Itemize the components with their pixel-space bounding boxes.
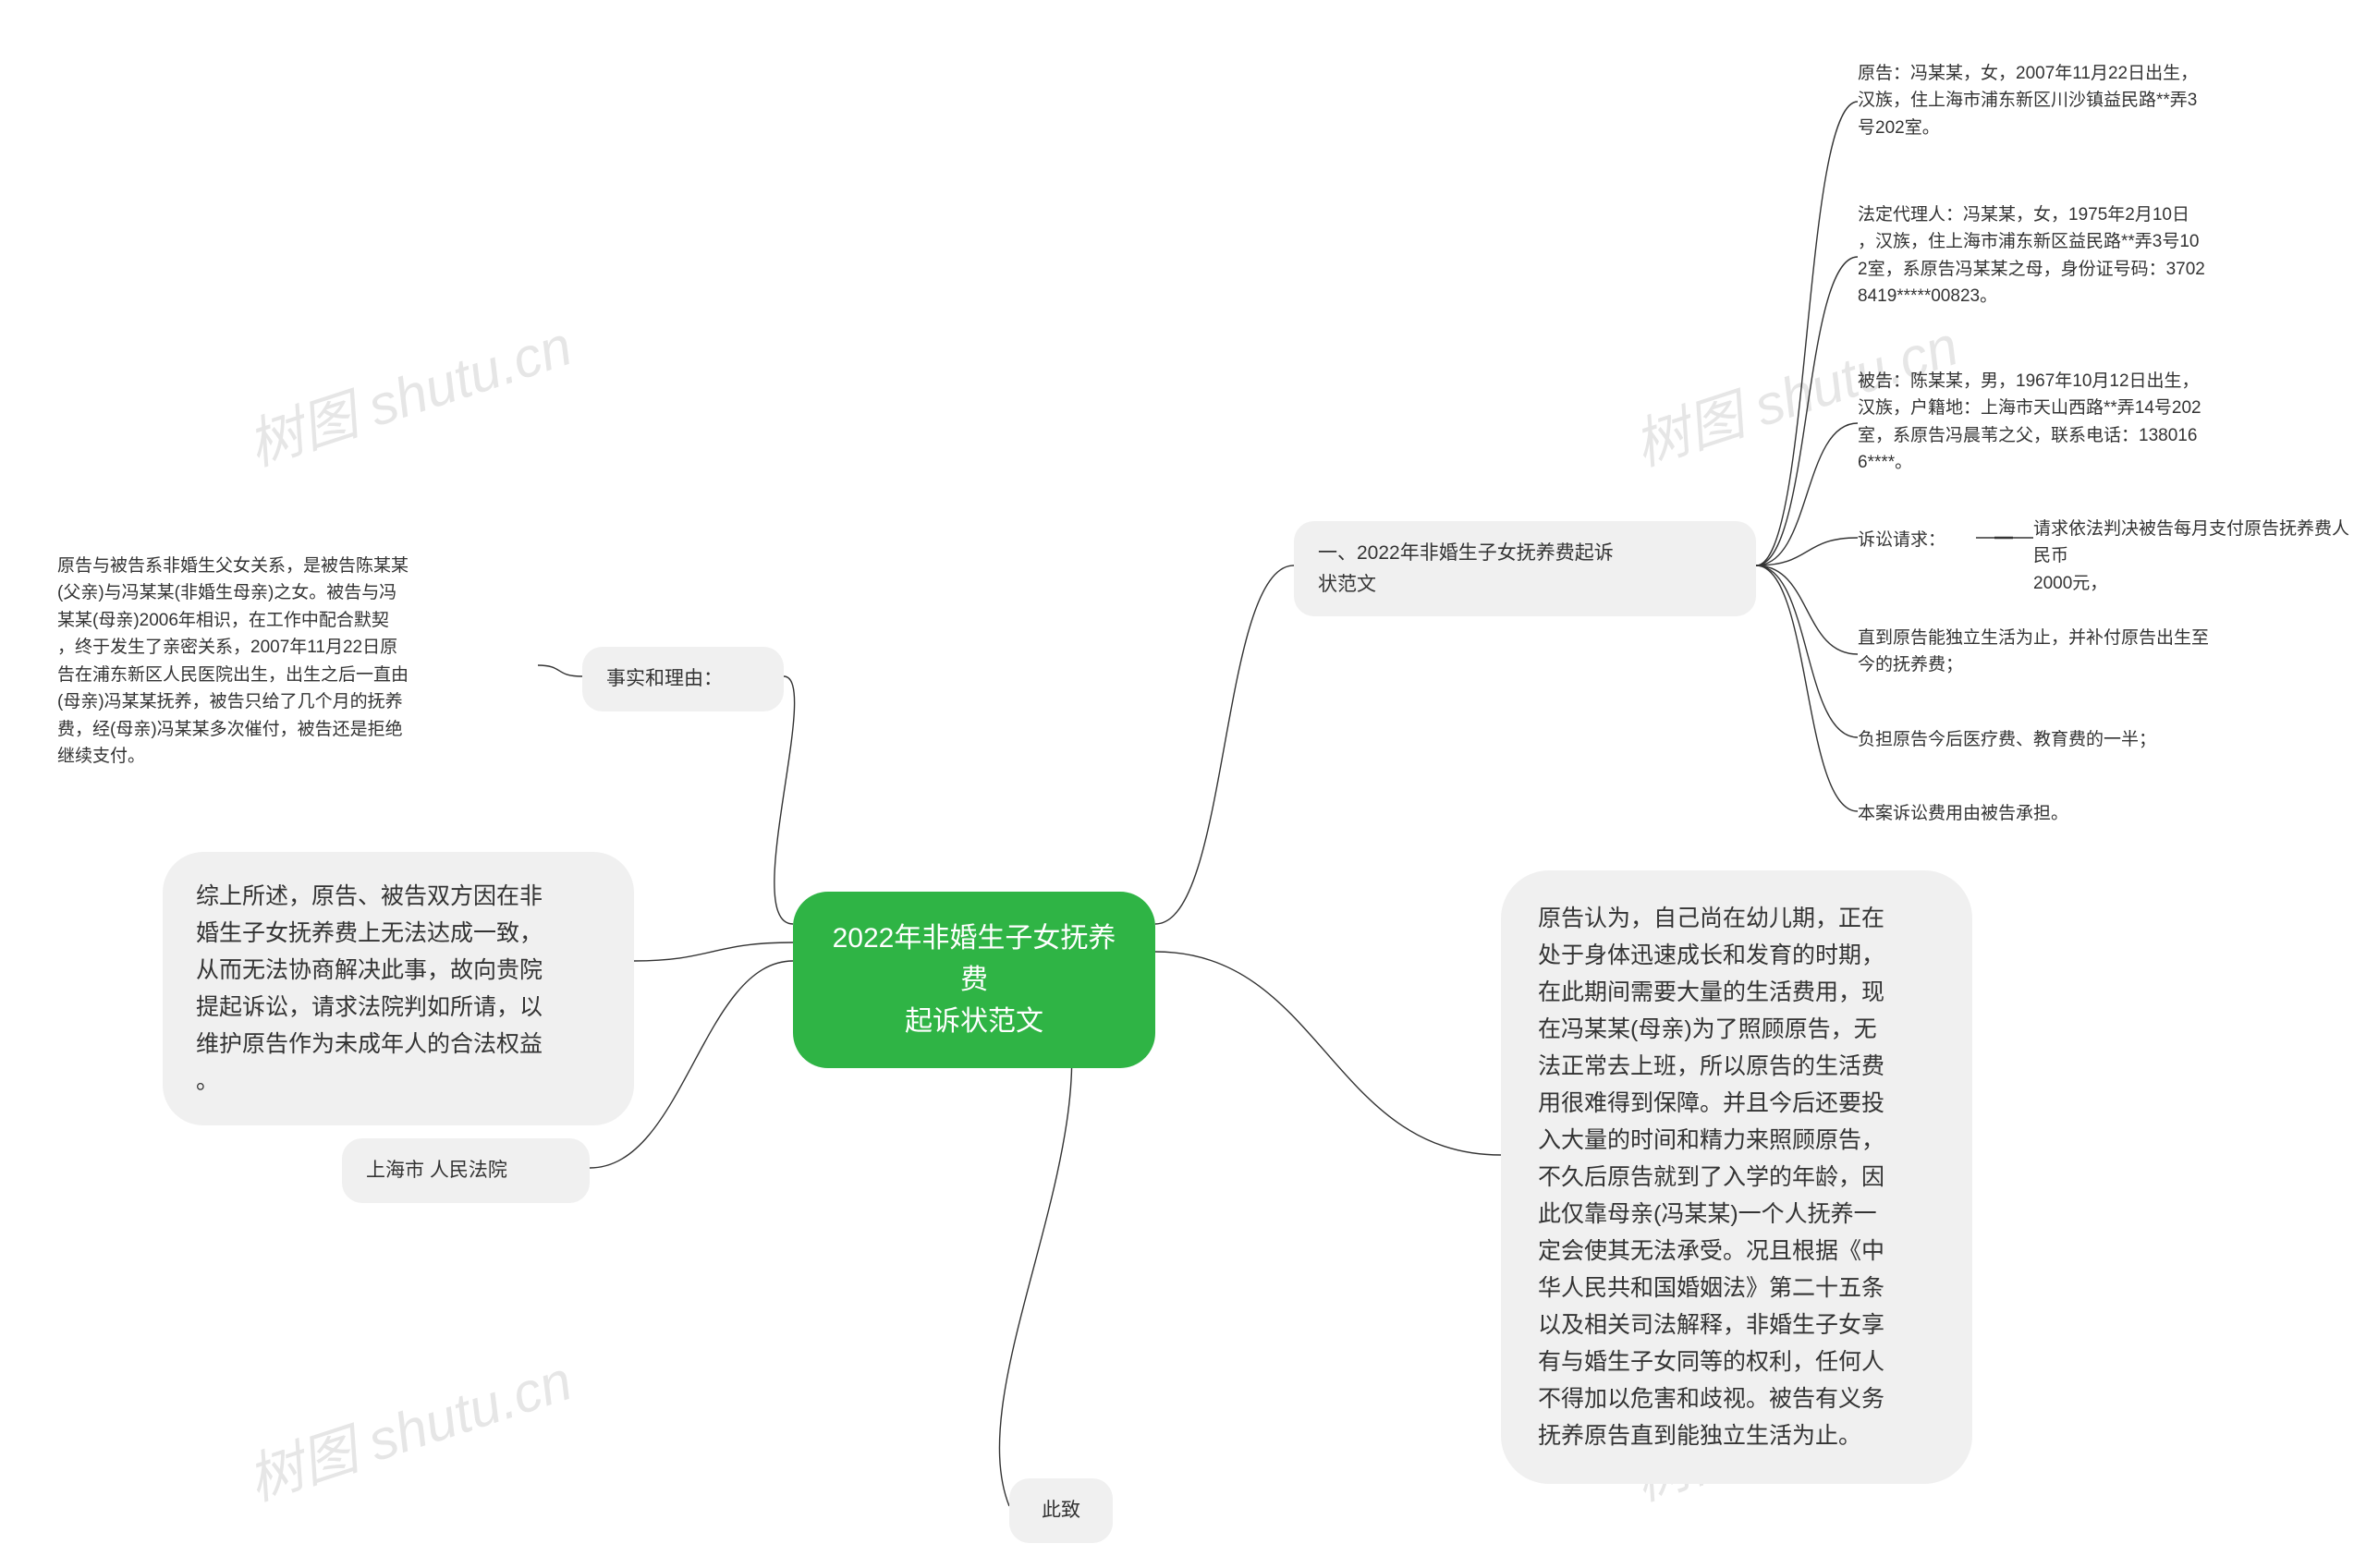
node-facts-label: 事实和理由： [582,647,784,711]
watermark: 树图 shutu.cn [236,1336,580,1516]
node-summary: 综上所述，原告、被告双方因在非婚生子女抚养费上无法达成一致，从而无法协商解决此事… [163,852,634,1125]
leaf-defendant: 被告：陈某某，男，1967年10月12日出生，汉族，户籍地：上海市天山西路**弄… [1858,368,2329,477]
node-argument-paragraph: 原告认为，自己尚在幼儿期，正在处于身体迅速成长和发育的时期，在此期间需要大量的生… [1501,870,1972,1484]
leaf-plaintiff: 原告：冯某某，女，2007年11月22日出生，汉族，住上海市浦东新区川沙镇益民路… [1858,60,2322,141]
leaf-claim-1: 请求依法判决被告每月支付原告抚养费人民币2000元， [2033,516,2357,597]
watermark: 树图 shutu.cn [236,301,580,481]
mindmap-center-node: 2022年非婚生子女抚养费起诉状范文 [793,892,1155,1068]
node-section-1: 一、2022年非婚生子女抚养费起诉状范文 [1294,521,1756,616]
leaf-legal-rep: 法定代理人：冯某某，女，1975年2月10日，汉族，住上海市浦东新区益民路**弄… [1858,201,2329,310]
leaf-claim-4: 本案诉讼费用由被告承担。 [1858,800,2153,827]
leaf-claim-label: 诉讼请求： [1858,527,1978,553]
leaf-claim-3: 负担原告今后医疗费、教育费的一半； [1858,726,2246,753]
leaf-claim-2: 直到原告能独立生活为止，并补付原告出生至今的抚养费； [1858,625,2329,679]
node-cizhi: 此致 [1009,1478,1113,1543]
node-court: 上海市 人民法院 [342,1138,590,1203]
leaf-facts-text: 原告与被告系非婚生父女关系，是被告陈某某(父亲)与冯某某(非婚生母亲)之女。被告… [57,553,538,771]
